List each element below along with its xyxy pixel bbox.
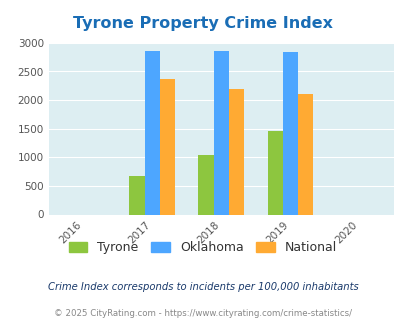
Bar	[213, 50, 228, 214]
Legend: Tyrone, Oklahoma, National: Tyrone, Oklahoma, National	[65, 237, 340, 258]
Bar	[282, 52, 297, 214]
Text: Tyrone Property Crime Index: Tyrone Property Crime Index	[73, 16, 332, 31]
Bar	[297, 94, 312, 214]
Bar	[144, 50, 160, 214]
Bar	[198, 155, 213, 214]
Bar	[267, 131, 282, 214]
Bar	[129, 176, 144, 214]
Bar	[160, 79, 175, 214]
Bar	[228, 89, 243, 214]
Text: Crime Index corresponds to incidents per 100,000 inhabitants: Crime Index corresponds to incidents per…	[47, 282, 358, 292]
Text: © 2025 CityRating.com - https://www.cityrating.com/crime-statistics/: © 2025 CityRating.com - https://www.city…	[54, 309, 351, 318]
